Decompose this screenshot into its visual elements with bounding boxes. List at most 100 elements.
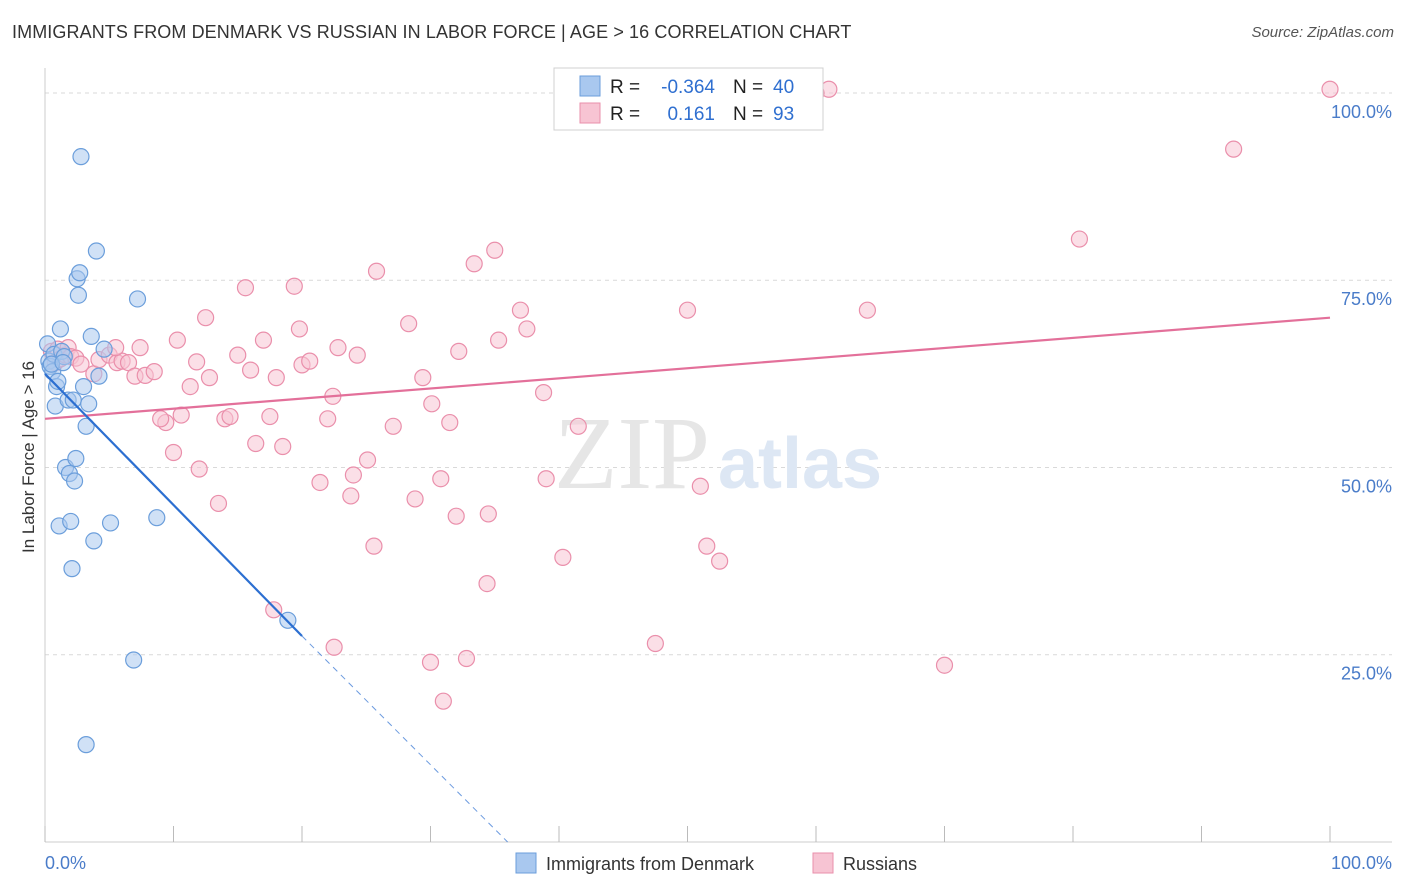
point-denmark xyxy=(62,512,80,531)
correlation-legend: R = -0.364 N = 40 R = 0.161 N = 93 xyxy=(553,67,824,131)
axes xyxy=(44,68,1392,843)
point-denmark xyxy=(54,354,72,372)
trend-line-denmark-extension xyxy=(301,635,508,843)
point-russians xyxy=(414,369,432,387)
point-denmark xyxy=(85,532,103,550)
point-russians xyxy=(365,537,383,555)
point-denmark xyxy=(95,340,113,358)
series-legend: Immigrants from Denmark Russians xyxy=(515,852,917,874)
point-russians xyxy=(229,346,247,364)
point-russians xyxy=(400,315,418,333)
point-russians xyxy=(221,407,239,426)
point-russians xyxy=(197,309,215,327)
point-russians xyxy=(646,634,664,653)
point-russians xyxy=(311,473,329,492)
legend-r-value-russians: 0.161 xyxy=(667,104,715,125)
point-russians xyxy=(342,487,360,505)
point-russians xyxy=(242,361,260,379)
point-russians xyxy=(858,301,877,319)
series-legend-label-denmark: Immigrants from Denmark xyxy=(546,854,755,874)
point-russians xyxy=(254,331,273,349)
point-russians xyxy=(423,395,441,413)
point-russians xyxy=(344,466,362,484)
watermark-atlas: atlas xyxy=(718,424,882,504)
chart-source: Source: ZipAtlas.com xyxy=(1251,24,1394,41)
point-russians xyxy=(457,649,476,668)
point-russians xyxy=(164,443,183,462)
point-russians xyxy=(188,353,206,371)
trend-line-denmark xyxy=(44,373,303,637)
point-russians xyxy=(534,383,553,402)
legend-swatch-russians xyxy=(579,102,601,124)
point-denmark xyxy=(65,472,84,490)
point-russians xyxy=(261,407,279,426)
point-russians xyxy=(450,342,468,360)
point-russians xyxy=(265,601,283,619)
series-legend-swatch-denmark xyxy=(515,852,537,874)
point-russians xyxy=(384,417,402,435)
watermark-zip: ZIP xyxy=(554,396,710,511)
point-russians xyxy=(441,413,459,432)
x-tick-label: 100.0% xyxy=(1331,853,1392,873)
point-russians xyxy=(236,279,255,297)
y-tick-label: 50.0% xyxy=(1341,476,1392,496)
point-russians xyxy=(145,363,163,381)
point-denmark xyxy=(125,651,143,669)
point-russians xyxy=(358,451,377,469)
legend-swatch-denmark xyxy=(579,75,601,97)
point-russians xyxy=(348,346,366,364)
legend-r-label-denmark: R = xyxy=(610,77,640,98)
point-russians xyxy=(72,355,90,373)
point-russians xyxy=(367,262,386,280)
point-denmark xyxy=(101,514,120,532)
point-denmark xyxy=(51,320,70,338)
point-russians xyxy=(711,552,729,570)
point-denmark xyxy=(71,264,89,282)
point-russians xyxy=(325,638,343,656)
point-russians xyxy=(490,331,508,349)
tick-labels: 25.0% 50.0% 75.0% 100.0% 0.0% 100.0% xyxy=(45,102,1392,873)
point-russians xyxy=(421,653,440,671)
point-russians xyxy=(935,656,954,674)
grid-lines xyxy=(45,92,1392,656)
y-tick-label: 100.0% xyxy=(1331,102,1392,122)
point-russians xyxy=(406,490,424,508)
trend-line-russians xyxy=(44,316,1331,420)
series-legend-label-russians: Russians xyxy=(843,854,917,874)
point-russians xyxy=(569,417,587,435)
point-russians xyxy=(131,339,149,357)
point-russians xyxy=(486,241,504,259)
point-russians xyxy=(274,437,292,456)
legend-r-label-russians: R = xyxy=(610,104,640,125)
point-russians xyxy=(209,494,228,513)
point-russians xyxy=(691,477,709,495)
series-legend-swatch-russians xyxy=(812,852,834,874)
point-russians xyxy=(447,507,465,525)
point-denmark xyxy=(80,395,98,413)
point-russians xyxy=(1321,80,1339,98)
point-russians xyxy=(479,505,497,523)
y-tick-label: 75.0% xyxy=(1341,289,1392,309)
watermark: ZIP atlas xyxy=(554,396,882,511)
point-denmark xyxy=(87,242,106,260)
point-russians xyxy=(698,537,716,555)
point-russians xyxy=(329,339,347,357)
point-russians xyxy=(678,301,697,319)
trend-lines xyxy=(44,316,1331,843)
point-russians xyxy=(285,277,303,295)
point-russians xyxy=(465,255,483,273)
point-denmark xyxy=(69,286,88,304)
point-russians xyxy=(301,352,319,370)
point-russians xyxy=(200,369,219,387)
point-russians xyxy=(511,301,530,319)
legend-n-label-russians: N = xyxy=(733,104,763,125)
point-denmark xyxy=(63,560,81,578)
point-russians xyxy=(290,320,309,338)
point-denmark xyxy=(148,509,166,527)
point-russians xyxy=(152,410,170,428)
point-russians xyxy=(1225,140,1243,158)
point-denmark xyxy=(77,417,95,435)
legend-n-value-denmark: 40 xyxy=(773,77,794,98)
series-denmark xyxy=(38,148,297,754)
